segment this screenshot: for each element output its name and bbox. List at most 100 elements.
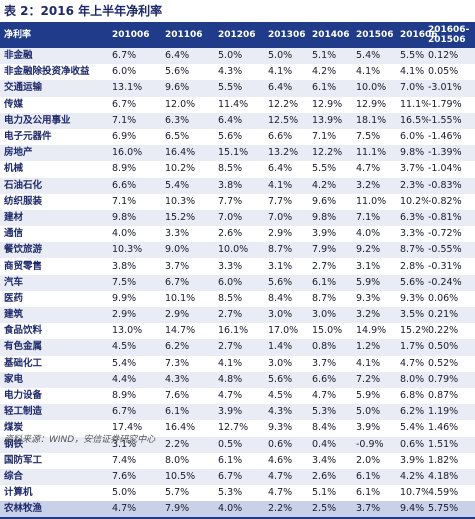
value-cell: 5.6% <box>268 274 312 291</box>
value-cell: 5.3% <box>218 485 268 502</box>
value-cell: 5.7% <box>165 485 218 502</box>
value-cell: 5.6% <box>268 371 312 388</box>
value-cell: 8.0% <box>165 452 218 469</box>
value-cell: 7.6% <box>112 468 165 486</box>
value-cell: 2.2% <box>165 436 218 453</box>
value-cell: 10.5% <box>165 468 218 486</box>
value-cell: 0.22% <box>428 323 475 340</box>
value-cell: 9.6% <box>165 80 218 97</box>
value-cell: 15.2% <box>165 209 218 227</box>
value-cell: 5.0% <box>356 404 400 421</box>
value-cell: -0.24% <box>428 274 475 291</box>
value-cell: 6.1% <box>312 274 356 291</box>
value-cell: 9.8% <box>112 209 165 227</box>
value-cell: 5.0% <box>218 48 268 65</box>
header-cell: 201406 <box>312 22 356 48</box>
value-cell: 7.6% <box>165 387 218 405</box>
row-industry-name: 传媒 <box>0 96 112 113</box>
table-row: 非金融除投资净收益 6.0% 5.6% 4.3% 4.1% 4.2% 4.1% 4.1% 0.0… <box>0 64 475 81</box>
value-cell: 9.6% <box>312 193 356 210</box>
row-industry-name: 机械 <box>0 161 112 178</box>
value-cell: 4.7% <box>268 468 312 486</box>
row-industry-name: 电子元器件 <box>0 128 112 146</box>
value-cell: 3.3% <box>400 226 428 243</box>
value-cell: 4.7% <box>218 387 268 405</box>
value-cell: 6.1% <box>165 404 218 421</box>
value-cell: 10.7% <box>400 485 428 502</box>
value-cell: 0.21% <box>428 307 475 324</box>
value-cell: 3.7% <box>165 258 218 275</box>
header-cell: 201606-201506 <box>428 22 475 48</box>
row-industry-name: 轻工制造 <box>0 404 112 421</box>
table-row: 电子元器件 6.9% 6.5% 5.6% 6.6% 7.1% 7.5% 6.0% -1.46% <box>0 128 475 146</box>
table-row: 家电 4.4% 4.3% 4.8% 5.6% 6.6% 7.2% 8.0% 0.79% <box>0 371 475 388</box>
value-cell: 6.7% <box>218 468 268 486</box>
value-cell: 3.3% <box>218 258 268 275</box>
value-cell: 16.0% <box>112 145 165 162</box>
value-cell: 0.52% <box>428 355 475 372</box>
value-cell: 4.1% <box>218 355 268 372</box>
table-row: 房地产 16.0% 16.4% 15.1% 13.2% 12.2% 11.1% 9.8% -1.… <box>0 145 475 162</box>
value-cell: 7.7% <box>268 193 312 210</box>
table-row: 食品饮料 13.0% 14.7% 16.1% 17.0% 15.0% 14.9% 15.2% 0… <box>0 323 475 340</box>
value-cell: 3.7% <box>356 501 400 519</box>
value-cell: 4.7% <box>312 387 356 405</box>
value-cell: 6.5% <box>165 128 218 146</box>
value-cell: 5.1% <box>312 485 356 502</box>
header-cell: 201206 <box>218 22 268 48</box>
value-cell: 7.1% <box>312 128 356 146</box>
value-cell: 18.1% <box>356 112 400 129</box>
value-cell: 9.4% <box>400 501 428 519</box>
value-cell: 10.3% <box>112 242 165 259</box>
value-cell: 5.3% <box>312 404 356 421</box>
value-cell: 16.4% <box>165 145 218 162</box>
value-cell: -0.82% <box>428 193 475 210</box>
table-row: 计算机 5.0% 5.7% 5.3% 4.7% 5.1% 6.1% 10.7% 4.59% <box>0 485 475 502</box>
value-cell: 15.2% <box>400 323 428 340</box>
table-row: 农林牧渔 4.7% 7.9% 4.0% 2.2% 2.5% 3.7% 9.4% 5.75% <box>0 501 475 519</box>
value-cell: 6.3% <box>165 112 218 129</box>
row-industry-name: 基础化工 <box>0 355 112 372</box>
value-cell: 4.7% <box>400 355 428 372</box>
value-cell: 1.82% <box>428 452 475 469</box>
row-industry-name: 商贸零售 <box>0 258 112 275</box>
value-cell: 12.9% <box>356 96 400 113</box>
value-cell: 3.9% <box>312 226 356 243</box>
row-industry-name: 电力及公用事业 <box>0 112 112 129</box>
value-cell: 7.1% <box>112 193 165 210</box>
value-cell: 5.6% <box>218 128 268 146</box>
value-cell: 6.1% <box>312 80 356 97</box>
value-cell: 3.7% <box>400 161 428 178</box>
row-industry-name: 纺织服装 <box>0 193 112 210</box>
row-industry-name: 交通运输 <box>0 80 112 97</box>
value-cell: 0.06% <box>428 290 475 307</box>
value-cell: 9.3% <box>268 420 312 437</box>
value-cell: 8.5% <box>218 290 268 307</box>
value-cell: 8.7% <box>400 242 428 259</box>
table-row: 电力及公用事业 7.1% 6.3% 6.4% 12.5% 13.9% 18.1% 16.5% -… <box>0 112 475 129</box>
value-cell: 10.0% <box>356 80 400 97</box>
value-cell: 4.0% <box>356 226 400 243</box>
header-cell: 201606 <box>400 22 438 48</box>
value-cell: 5.5% <box>312 161 356 178</box>
value-cell: 5.9% <box>356 387 400 405</box>
value-cell: 5.4% <box>356 48 400 65</box>
value-cell: 13.0% <box>112 323 165 340</box>
value-cell: 2.0% <box>356 452 400 469</box>
value-cell: 6.4% <box>268 80 312 97</box>
value-cell: 4.4% <box>112 371 165 388</box>
value-cell: 10.3% <box>165 193 218 210</box>
value-cell: 14.7% <box>165 323 218 340</box>
value-cell: 6.2% <box>165 339 218 356</box>
value-cell: 8.7% <box>268 242 312 259</box>
value-cell: 4.1% <box>268 177 312 194</box>
value-cell: 4.7% <box>112 501 165 519</box>
value-cell: 3.2% <box>356 177 400 194</box>
header-cell: 净利率 <box>0 22 112 48</box>
value-cell: 5.9% <box>356 274 400 291</box>
value-cell: 6.4% <box>268 161 312 178</box>
value-cell: 5.5% <box>218 80 268 97</box>
value-cell: 0.05% <box>428 64 475 81</box>
table-row: 基础化工 5.4% 7.3% 4.1% 3.0% 3.7% 4.1% 4.7% 0.52% <box>0 355 475 372</box>
value-cell: 4.0% <box>112 226 165 243</box>
